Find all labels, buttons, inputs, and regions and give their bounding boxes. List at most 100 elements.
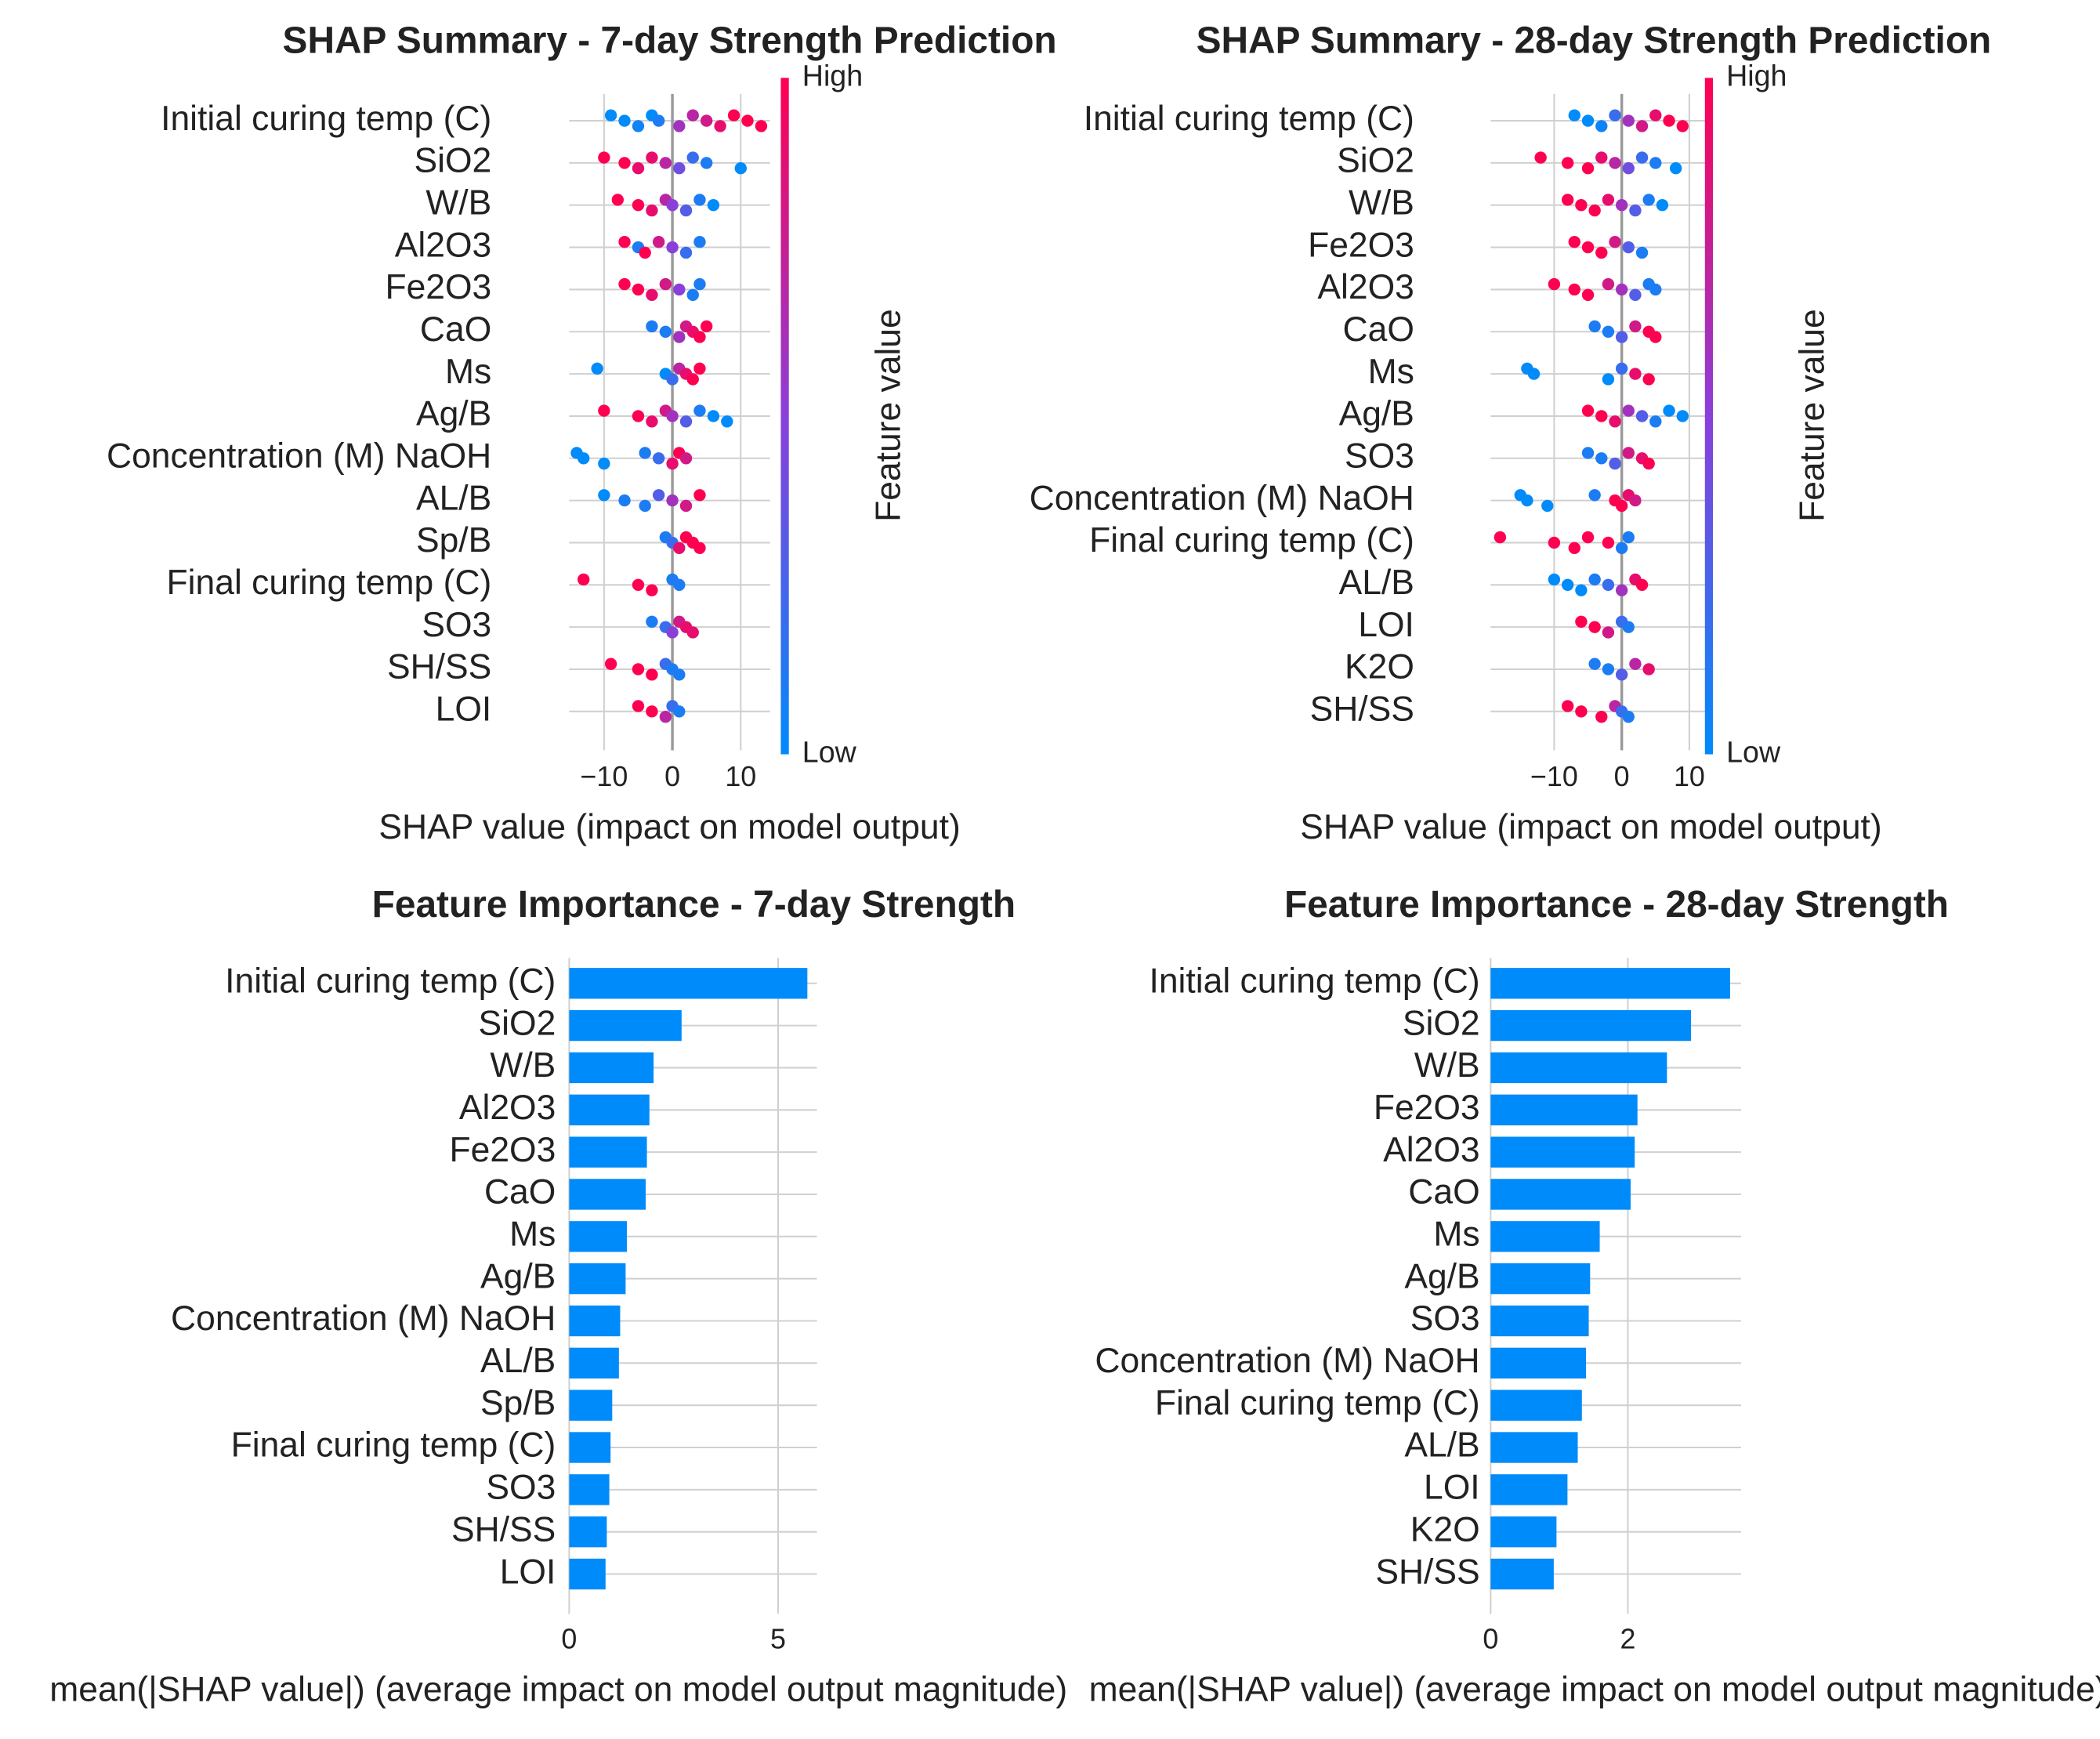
- shap-dot: [673, 162, 686, 175]
- shap-dot: [1575, 615, 1588, 628]
- shap-dot: [1521, 494, 1533, 507]
- x-tick-label: 10: [725, 761, 756, 792]
- shap-dot: [666, 241, 679, 254]
- shap-dot: [673, 120, 686, 132]
- bar: [1490, 1389, 1582, 1421]
- y-tick-label: SH/SS: [1375, 1552, 1479, 1591]
- shap-dot: [1561, 194, 1574, 206]
- shap-dot: [632, 120, 645, 132]
- bar: [569, 1009, 682, 1042]
- shap-dot: [1561, 578, 1574, 591]
- bar: [569, 1558, 606, 1590]
- shap-dot: [693, 277, 706, 291]
- x-axis-label: SHAP value (impact on model output): [378, 808, 960, 846]
- shap-dot: [1629, 368, 1642, 380]
- colorbar-label: Feature value: [1794, 309, 1832, 522]
- shap-dot: [1622, 531, 1635, 544]
- shap-dot: [1615, 584, 1628, 596]
- shap-dot: [673, 668, 686, 681]
- shap-dot: [1581, 114, 1595, 127]
- chart-title: SHAP Summary - 28-day Strength Predictio…: [1197, 20, 1992, 62]
- shap-dot: [1609, 457, 1621, 470]
- shap-dot: [1602, 578, 1615, 591]
- shap-dot: [598, 151, 610, 164]
- shap-dot: [646, 204, 658, 217]
- y-tick-label: Final curing temp (C): [167, 563, 492, 602]
- shap-dot: [1649, 157, 1662, 169]
- chart-title: Feature Importance - 28-day Strength: [1284, 884, 1949, 926]
- colorbar: [780, 78, 789, 755]
- y-tick-label: Sp/B: [416, 521, 491, 560]
- shap-dot: [652, 489, 665, 502]
- shap-dot: [1534, 151, 1547, 164]
- shap-dot: [686, 288, 699, 301]
- shap-dot: [632, 283, 645, 296]
- y-tick-label: Final curing temp (C): [1089, 521, 1414, 560]
- bar: [569, 1094, 650, 1125]
- shap-dot: [693, 331, 706, 343]
- shap-dot: [618, 114, 631, 127]
- chart-title: SHAP Summary - 7-day Strength Prediction: [283, 20, 1057, 62]
- shap-dot: [632, 700, 645, 712]
- x-axis-label: mean(|SHAP value|) (average impact on mo…: [1089, 1671, 2100, 1709]
- y-tick-label: AL/B: [1404, 1426, 1479, 1465]
- y-tick-label: Fe2O3: [449, 1131, 556, 1169]
- shap-dot: [646, 151, 658, 164]
- shap-dot: [686, 151, 699, 164]
- y-tick-label: SO3: [422, 606, 491, 644]
- y-tick-label: Sp/B: [480, 1384, 556, 1422]
- y-tick-label: Final curing temp (C): [231, 1426, 556, 1465]
- y-tick-label: W/B: [490, 1046, 556, 1085]
- shap-dot: [1602, 536, 1615, 549]
- shap-dot: [679, 204, 693, 217]
- shap-dot: [646, 320, 658, 333]
- bar: [1490, 1179, 1631, 1210]
- shap-dot: [1642, 457, 1655, 470]
- shap-dot: [755, 120, 768, 132]
- shap-dot: [673, 542, 686, 554]
- shap-dot: [578, 573, 590, 586]
- bar: [569, 1432, 611, 1463]
- shap-dot: [1629, 204, 1642, 217]
- shap-dot: [598, 404, 610, 417]
- shap-dot: [707, 410, 720, 422]
- shap-dot: [1622, 621, 1635, 633]
- shap-dot: [666, 199, 679, 212]
- shap-dot: [1575, 705, 1588, 718]
- shap-dot: [1588, 658, 1601, 670]
- y-tick-label: SO3: [1410, 1299, 1480, 1338]
- shap-dot: [1622, 404, 1635, 417]
- bar: [569, 968, 808, 999]
- y-tick-label: Ag/B: [416, 395, 491, 433]
- shap-dot: [1649, 283, 1662, 296]
- shap-dot: [721, 415, 733, 428]
- y-tick-label: AL/B: [1339, 563, 1414, 602]
- shap-dot: [1629, 494, 1642, 507]
- shap-dot: [693, 542, 706, 554]
- bar: [1490, 1305, 1589, 1337]
- x-tick-label: 10: [1674, 761, 1705, 792]
- shap-dot: [707, 199, 720, 212]
- shap-dot: [618, 236, 631, 248]
- shap-dot: [632, 663, 645, 676]
- shap-dot: [1663, 404, 1675, 417]
- bar: [569, 1347, 619, 1379]
- shap-dot: [1615, 283, 1628, 296]
- shap-dot: [1494, 531, 1507, 544]
- bar: [569, 1263, 626, 1295]
- shap-dot: [700, 320, 713, 333]
- shap-dot: [1595, 710, 1608, 723]
- bar: [1490, 1432, 1578, 1463]
- shap-dot: [591, 362, 603, 375]
- shap-dot: [646, 705, 658, 718]
- shap-dot: [1615, 499, 1628, 513]
- shap-dot: [693, 194, 706, 206]
- shap-dot: [1595, 151, 1608, 164]
- shap-dot: [686, 109, 699, 121]
- shap-dot: [679, 415, 693, 428]
- y-tick-label: Concentration (M) NaOH: [171, 1299, 556, 1338]
- y-tick-label: W/B: [1414, 1046, 1480, 1085]
- shap-dot: [1609, 109, 1621, 121]
- shap-dot: [1609, 236, 1621, 248]
- shap-dot: [1615, 668, 1628, 681]
